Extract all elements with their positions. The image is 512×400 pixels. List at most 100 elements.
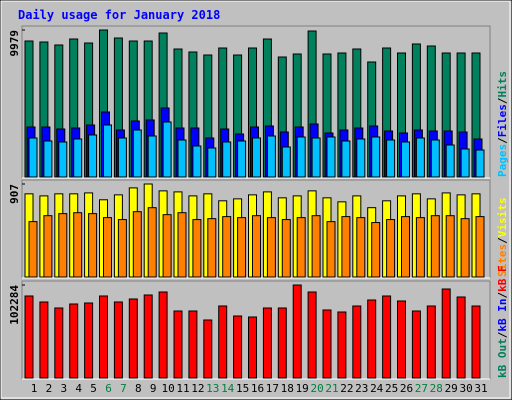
bar [352, 305, 362, 379]
x-tick-label: 30 [459, 382, 472, 395]
bar [475, 149, 485, 178]
y-tick-label: 907 [8, 184, 21, 204]
bar [397, 300, 406, 379]
legend: kB Out/kB In/kB F [496, 265, 509, 378]
y-tick-label: 9979 [8, 30, 21, 57]
bar [252, 137, 261, 178]
bar [401, 216, 410, 278]
y-tick-label: 102284 [8, 285, 21, 325]
bar [117, 219, 127, 278]
bar [28, 137, 38, 178]
bar [222, 216, 232, 278]
x-tick-label: 22 [340, 382, 353, 395]
x-tick-label: 6 [105, 382, 112, 395]
bar [88, 134, 98, 178]
legend-entry: kB Out [496, 338, 509, 378]
bar [266, 217, 276, 278]
bar [460, 148, 470, 178]
bar [162, 121, 172, 178]
bar [192, 219, 202, 278]
bar [367, 299, 377, 379]
bar [426, 305, 436, 379]
bar [337, 311, 347, 379]
bar [356, 217, 366, 278]
bar [341, 216, 351, 278]
bar [143, 294, 153, 379]
legend: Pages/Files/Hits [496, 71, 509, 177]
bar [173, 310, 183, 379]
legend-entry: Pages [496, 144, 509, 177]
chart-title: Daily usage for January 2018 [18, 8, 220, 22]
bar [24, 295, 34, 379]
bar [58, 141, 68, 178]
x-tick-label: 8 [135, 382, 142, 395]
bar [311, 137, 321, 178]
bar [28, 221, 38, 278]
x-tick-label: 13 [206, 382, 219, 395]
bar [471, 305, 481, 379]
x-tick-label: 28 [430, 382, 443, 395]
bar [322, 309, 332, 379]
bar [132, 129, 142, 178]
bar [281, 219, 291, 278]
x-tick-label: 3 [60, 382, 67, 395]
x-tick-label: 31 [474, 382, 487, 395]
bar [307, 291, 317, 379]
x-tick-label: 19 [296, 382, 309, 395]
bar [262, 307, 272, 379]
legend-entry: kB F [496, 265, 509, 292]
bar [158, 291, 168, 379]
x-tick-label: 29 [445, 382, 458, 395]
bar [43, 140, 53, 178]
bar [177, 212, 187, 278]
bar [147, 135, 157, 178]
bar [192, 145, 202, 178]
legend-entry: Files [496, 104, 509, 137]
x-tick-label: 5 [90, 382, 97, 395]
bar [132, 211, 142, 278]
bar [237, 140, 247, 178]
legend-entry: Hits [496, 71, 509, 98]
bar [292, 284, 302, 379]
bar [73, 212, 83, 278]
legend-separator: / [496, 97, 509, 104]
bar [415, 217, 425, 278]
bar [88, 213, 98, 278]
bar [248, 316, 257, 379]
bar [296, 136, 306, 178]
legend-separator: / [496, 331, 509, 338]
bar [441, 288, 451, 379]
legend-entry: Visits [496, 198, 509, 238]
bar [456, 296, 466, 379]
legend: Sites/Visits [496, 198, 509, 278]
x-tick-label: 9 [150, 382, 157, 395]
bar [218, 305, 228, 379]
bar [371, 136, 381, 178]
bar [162, 214, 172, 278]
bar [207, 218, 217, 278]
x-tick-label: 27 [415, 382, 428, 395]
bar [233, 315, 243, 379]
bar [356, 138, 366, 178]
bar [475, 216, 485, 278]
bar [445, 215, 455, 278]
bar [311, 215, 321, 278]
bar [54, 307, 64, 379]
bar [99, 295, 108, 379]
legend-separator: / [496, 292, 509, 299]
x-tick-label: 21 [325, 382, 338, 395]
x-tick-label: 11 [176, 382, 189, 395]
x-tick-label: 12 [191, 382, 204, 395]
bar [266, 135, 276, 178]
legend-entry: kB In [496, 299, 509, 332]
x-tick-label: 17 [266, 382, 279, 395]
bar [147, 207, 157, 278]
bar [445, 144, 455, 178]
bar [252, 215, 261, 278]
x-tick-label: 15 [236, 382, 249, 395]
bar [326, 221, 336, 278]
bar [69, 303, 79, 379]
bar [207, 147, 217, 178]
bar [326, 136, 336, 178]
